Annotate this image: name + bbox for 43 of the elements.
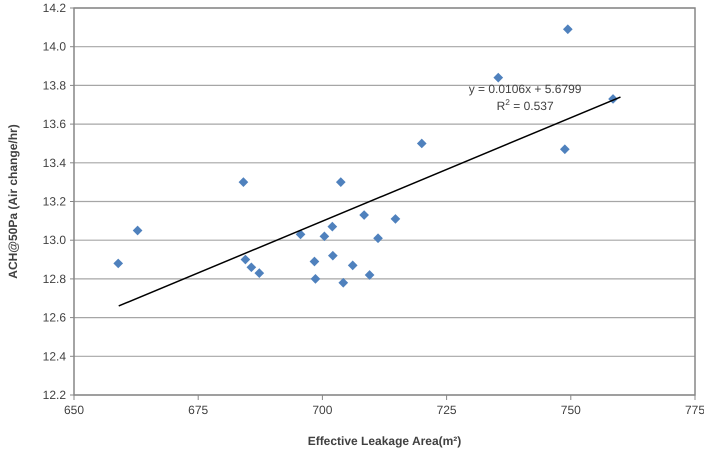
point — [328, 250, 338, 261]
point — [336, 177, 346, 187]
x-tick-label: 750 — [560, 403, 582, 417]
annotation: R$^{2}$ = 0.537 — [496, 97, 554, 114]
x-tick-label: 725 — [436, 403, 457, 417]
point — [327, 222, 338, 232]
y-tick-label: 14.0 — [42, 40, 66, 54]
point — [132, 226, 142, 236]
y-tick-label: 13.4 — [42, 156, 66, 170]
point — [560, 144, 570, 154]
y-tick-label: 13.6 — [42, 117, 66, 132]
point — [320, 231, 330, 242]
point — [310, 256, 320, 266]
point — [238, 177, 248, 187]
y-tick-label: 12.4 — [42, 349, 66, 364]
point — [296, 230, 306, 240]
point — [310, 274, 320, 284]
point — [364, 270, 374, 280]
y-tick-label: 12.2 — [42, 388, 66, 402]
point — [416, 138, 427, 148]
point — [113, 258, 124, 268]
point — [338, 278, 348, 288]
x-tick-label: 675 — [188, 403, 209, 417]
y-tick-label: 12.8 — [42, 272, 66, 286]
point — [348, 260, 358, 270]
y-tick-label: 14.2 — [42, 1, 66, 15]
y-tick-label: 13.2 — [42, 194, 66, 208]
y-tick-label: 13.0 — [42, 233, 66, 248]
annotation: y = 0.0106x + 5.6799 — [468, 82, 582, 96]
point — [493, 72, 504, 83]
x-tick-label: 650 — [64, 403, 84, 417]
point — [359, 210, 369, 220]
point — [240, 254, 250, 264]
point — [254, 268, 264, 278]
point — [562, 24, 573, 34]
y-tick-label: 12.6 — [42, 310, 66, 325]
x-axis-title: Effective Leakage Area(m²) — [308, 434, 462, 448]
point — [373, 233, 383, 244]
y-axis-title: ACH@50Pa (Air change/hr) — [6, 124, 20, 279]
y-tick-label: 13.8 — [42, 78, 66, 92]
x-tick-label: 700 — [312, 403, 333, 417]
point — [246, 262, 256, 272]
point — [390, 214, 400, 224]
